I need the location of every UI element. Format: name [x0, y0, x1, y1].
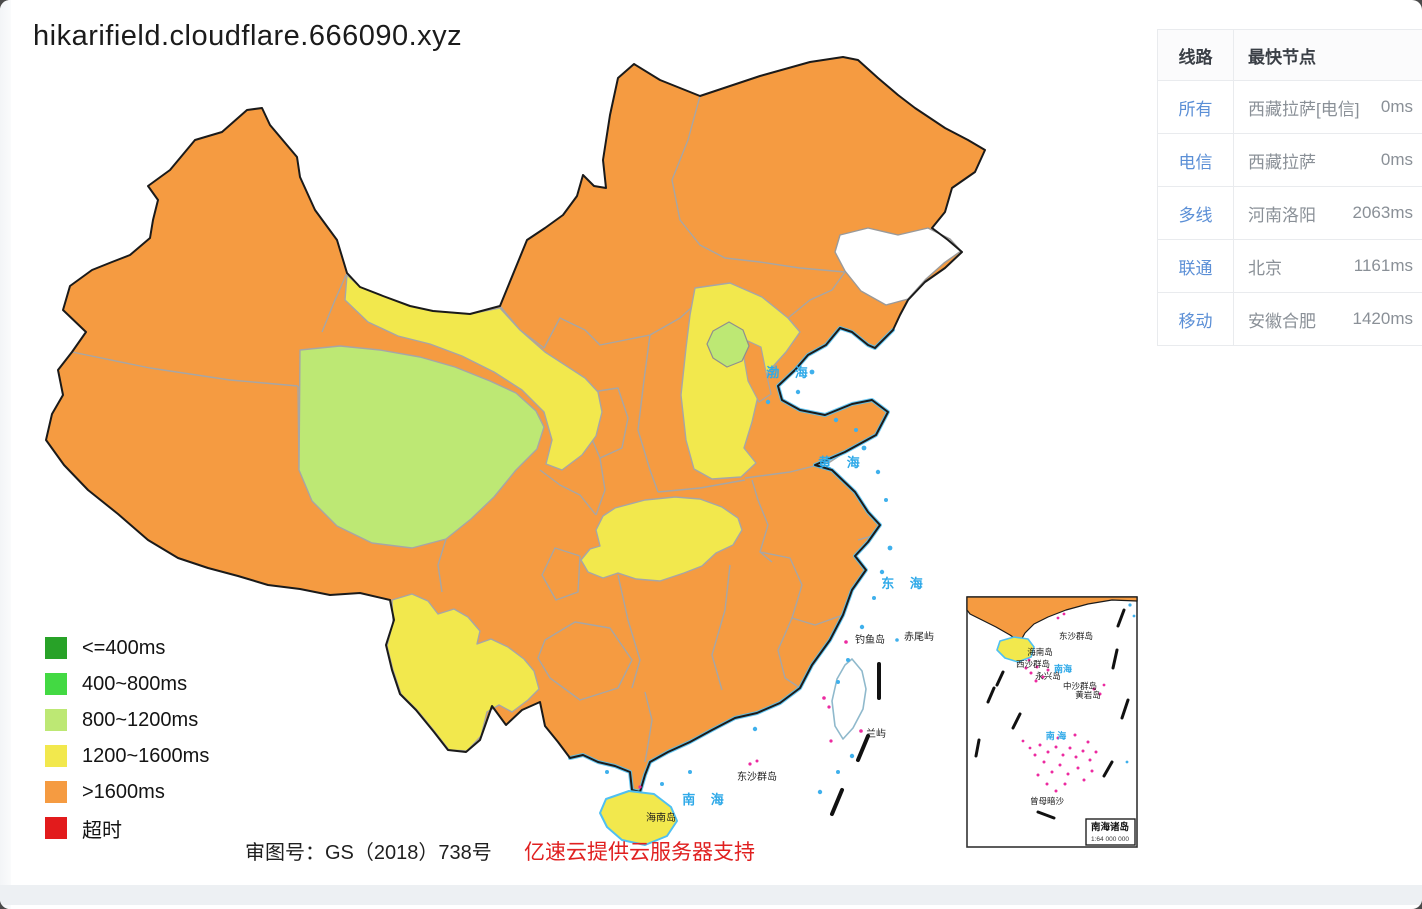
- inset-label-zhongsha: 中沙群岛: [1063, 681, 1097, 691]
- line-filter-mobile[interactable]: 移动: [1178, 311, 1213, 331]
- legend-row: 800~1200ms: [45, 709, 209, 731]
- inset-sea-label-nanhai-2: 南 海: [1046, 730, 1067, 741]
- inset-label-dongsha: 东沙群岛: [1059, 631, 1093, 641]
- legend-label: <=400ms: [82, 636, 166, 659]
- table-header-row: 线路 最快节点: [1158, 30, 1422, 81]
- node-latency: 0ms: [1380, 150, 1413, 169]
- sea-specks: [605, 369, 899, 795]
- inset-label-zengmuansha: 曾母暗沙: [1030, 796, 1065, 806]
- legend-swatch-timeout: [45, 817, 67, 839]
- sea-label-east-sea: 东 海: [881, 576, 929, 591]
- line-filter-multiline[interactable]: 多线: [1178, 205, 1213, 225]
- table-row: 多线 河南洛阳 2063ms: [1158, 187, 1422, 240]
- latency-legend: <=400ms 400~800ms 800~1200ms 1200~1600ms…: [45, 637, 209, 853]
- south-china-sea-inset: 东沙群岛 海南岛 西沙群岛 永兴岛 中沙群岛 黄岩岛 曾母暗沙 南海 南 海 南…: [966, 596, 1138, 848]
- node-name: 西藏拉萨: [1248, 152, 1316, 172]
- legend-row: <=400ms: [45, 637, 209, 659]
- node-name: 北京: [1248, 258, 1282, 278]
- fastest-node-table: 线路 最快节点 所有 西藏拉萨[电信] 0ms 电信 西藏拉萨 0ms 多线: [1157, 29, 1422, 346]
- legend-swatch-1200-1600: [45, 745, 67, 767]
- header-line-column: 线路: [1158, 30, 1234, 80]
- sea-label-south-sea: 南 海: [682, 792, 730, 807]
- national-boundary: [45, 56, 986, 793]
- inset-sea-specks: [1125, 603, 1136, 764]
- label-dongsha: 东沙群岛: [737, 770, 777, 783]
- legend-row: 超时: [45, 817, 209, 842]
- label-chiweiyu: 赤尾屿: [904, 631, 934, 643]
- table-row: 联通 北京 1161ms: [1158, 240, 1422, 293]
- node-latency: 1420ms: [1352, 309, 1413, 328]
- node-name: 安徽合肥: [1248, 311, 1316, 331]
- page-title: hikarifield.cloudflare.666090.xyz: [33, 20, 463, 52]
- node-name: 河南洛阳: [1248, 205, 1316, 225]
- table-row: 电信 西藏拉萨 0ms: [1158, 134, 1422, 187]
- legend-row: >1600ms: [45, 781, 209, 803]
- province-taiwan[interactable]: [831, 658, 867, 740]
- inset-label-yongxingdao: 永兴岛: [1035, 671, 1061, 681]
- inset-label-hainandao: 海南岛: [1027, 647, 1053, 657]
- inset-title-box: 南海诸岛 1:64 000 000: [1085, 818, 1136, 846]
- province-jilin[interactable]: [834, 227, 962, 306]
- table-row: 所有 西藏拉萨[电信] 0ms: [1158, 81, 1422, 134]
- nine-dash-line: [830, 662, 881, 816]
- inset-label-xisha: 西沙群岛: [1016, 659, 1050, 669]
- line-filter-telecom[interactable]: 电信: [1178, 152, 1213, 172]
- sea-label-yellow-sea: 黄 海: [818, 455, 866, 470]
- inset-dash-line: [974, 608, 1130, 820]
- legend-swatch-gt1600: [45, 781, 67, 803]
- legend-swatch-800-1200: [45, 709, 67, 731]
- node-latency: 1161ms: [1353, 256, 1413, 275]
- line-filter-unicom[interactable]: 联通: [1178, 258, 1213, 278]
- inset-label-huangyandao: 黄岩岛: [1075, 690, 1101, 700]
- province-tianjin[interactable]: [743, 340, 772, 403]
- legend-label: 400~800ms: [82, 672, 188, 695]
- map-license-number: 审图号：GS（2018）738号: [245, 842, 492, 864]
- inset-sea-label-nanhai-1: 南海: [1054, 663, 1072, 674]
- legend-label: 1200~1600ms: [82, 744, 210, 767]
- province-qinghai[interactable]: [298, 345, 545, 549]
- province-hubei[interactable]: [580, 496, 743, 582]
- inset-hainan: [996, 636, 1035, 663]
- province-beijing[interactable]: [706, 321, 750, 368]
- islet-dots: [638, 640, 863, 789]
- label-diaoyudao: 钓鱼岛: [855, 633, 885, 646]
- sponsor-note[interactable]: 亿速云提供云服务器支持: [524, 841, 755, 864]
- horizontal-scrollbar[interactable]: [0, 885, 1422, 905]
- legend-label: 800~1200ms: [82, 708, 199, 731]
- label-lanyu: 兰屿: [866, 727, 886, 740]
- inset-scale-text: 1:64 000 000: [1091, 836, 1129, 843]
- label-hainandao: 海南岛: [646, 811, 676, 824]
- province-hainan[interactable]: [599, 790, 678, 846]
- node-latency: 0ms: [1380, 97, 1413, 116]
- inset-title-text: 南海诸岛: [1091, 821, 1129, 833]
- sea-label-bohai: 渤 海: [766, 365, 814, 380]
- legend-row: 1200~1600ms: [45, 745, 209, 767]
- legend-swatch-400-800: [45, 673, 67, 695]
- province-hebei[interactable]: [680, 282, 801, 480]
- table-row: 移动 安徽合肥 1420ms: [1158, 293, 1422, 346]
- legend-label: 超时: [82, 819, 122, 842]
- line-filter-all[interactable]: 所有: [1178, 99, 1213, 119]
- inset-islet-dots: [1021, 612, 1106, 793]
- header-node-column: 最快节点: [1248, 47, 1316, 67]
- legend-swatch-le400: [45, 637, 67, 659]
- node-name: 西藏拉萨[电信]: [1248, 99, 1360, 119]
- legend-row: 400~800ms: [45, 673, 209, 695]
- node-latency: 2063ms: [1352, 203, 1413, 222]
- window-left-gutter: [0, 0, 11, 909]
- legend-label: >1600ms: [82, 780, 165, 803]
- inset-mainland: [966, 596, 1138, 643]
